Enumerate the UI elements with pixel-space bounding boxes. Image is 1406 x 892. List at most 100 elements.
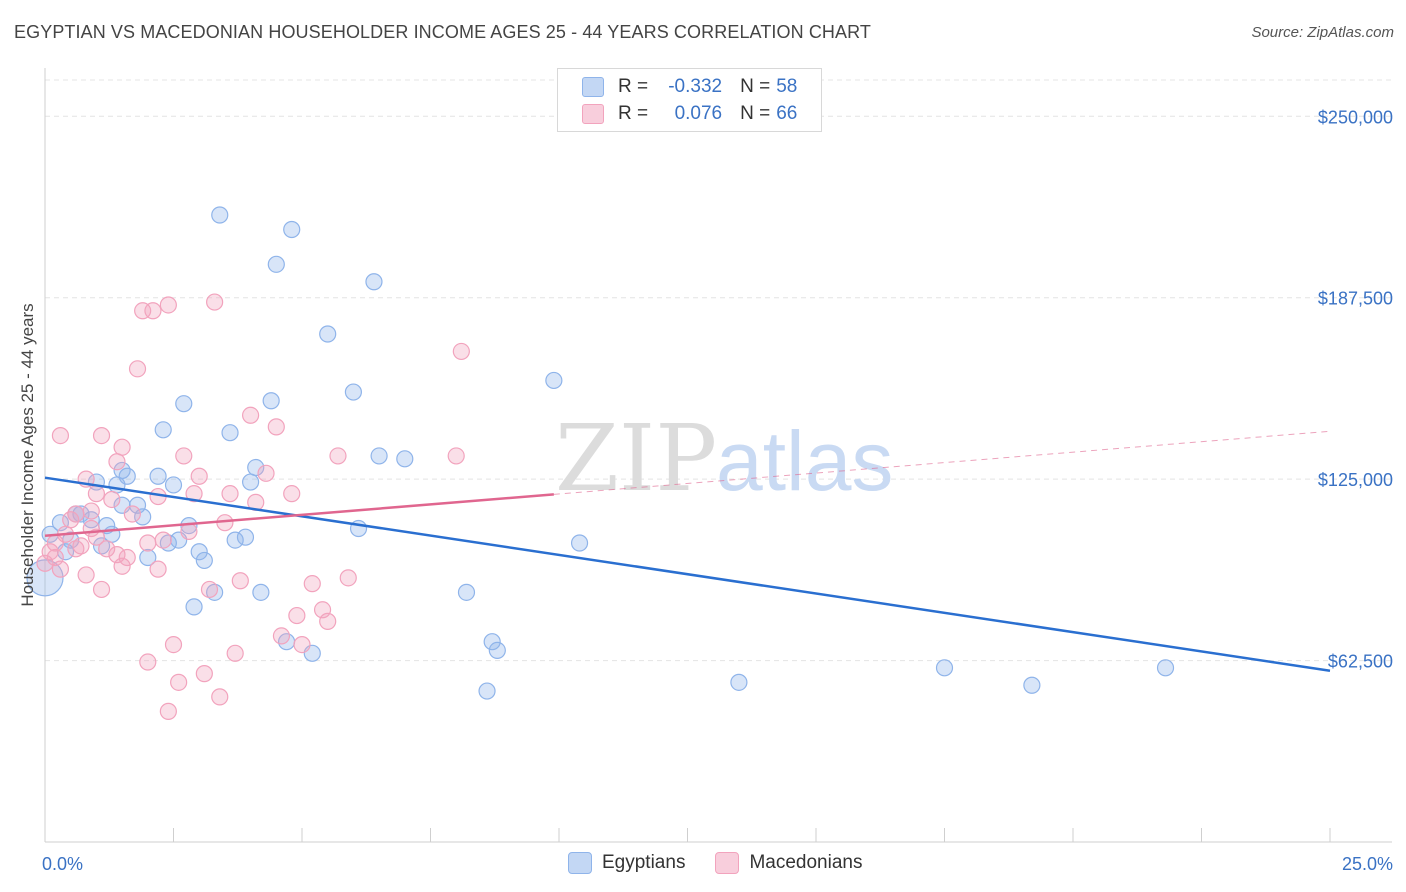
point-macedonians xyxy=(149,560,167,578)
gridlines xyxy=(45,79,1392,662)
point-macedonians xyxy=(92,580,111,599)
legend-row-egyptians: R = -0.332 N = 58 xyxy=(582,74,797,100)
legend-n-label: N = xyxy=(740,76,771,97)
y-tick-label: $125,000 xyxy=(1318,470,1393,490)
point-egyptians xyxy=(118,467,136,485)
point-macedonians xyxy=(164,636,183,654)
x-tick-label: 0.0% xyxy=(42,854,83,874)
axis-labels: $62,500 $125,000 $187,500 $250,000 0.0% 25.0% xyxy=(42,107,1393,874)
point-macedonians xyxy=(339,569,357,587)
point-egyptians xyxy=(154,421,172,439)
legend-swatch-egyptians xyxy=(568,852,592,874)
data-points xyxy=(26,206,1175,720)
point-egyptians xyxy=(149,467,167,485)
trend-lines xyxy=(44,430,1331,672)
point-macedonians xyxy=(103,490,121,509)
point-macedonians xyxy=(113,438,131,456)
point-macedonians xyxy=(159,702,177,720)
point-egyptians xyxy=(226,531,244,549)
point-macedonians xyxy=(452,342,470,361)
legend-r-label: R = xyxy=(618,76,649,97)
point-egyptians xyxy=(570,534,589,552)
point-egyptians xyxy=(236,528,255,546)
y-tick-label: $250,000 xyxy=(1318,107,1393,127)
point-egyptians xyxy=(1023,676,1041,694)
point-macedonians xyxy=(67,540,85,558)
point-egyptians xyxy=(262,392,280,410)
point-macedonians xyxy=(123,505,141,523)
point-egyptians xyxy=(82,511,100,529)
point-egyptians xyxy=(483,633,501,651)
point-egyptians xyxy=(488,641,506,660)
legend-r-value: 0.076 xyxy=(674,103,723,124)
point-macedonians xyxy=(118,548,136,567)
point-macedonians xyxy=(51,427,70,445)
point-egyptians xyxy=(457,583,476,601)
watermark-atlas: atlas xyxy=(716,414,893,508)
trend-line-macedonians xyxy=(44,493,554,537)
trend-line-extension-macedonians xyxy=(553,430,1331,495)
chart-title: EGYPTIAN VS MACEDONIAN HOUSEHOLDER INCOM… xyxy=(14,22,871,42)
legend-swatch-macedonians xyxy=(582,104,604,124)
point-egyptians xyxy=(185,598,203,616)
point-egyptians xyxy=(92,537,111,555)
point-egyptians xyxy=(319,325,337,343)
point-macedonians xyxy=(319,612,337,630)
legend-n-value: 66 xyxy=(776,103,798,124)
legend-r-value: -0.332 xyxy=(668,76,723,97)
point-macedonians xyxy=(113,557,131,575)
legend-r-label: R = xyxy=(618,103,649,124)
point-macedonians xyxy=(293,636,311,654)
point-macedonians xyxy=(221,485,239,503)
legend-n-label: N = xyxy=(740,103,771,124)
legend-row-macedonians: R = 0.076 N = 66 xyxy=(582,101,797,127)
point-egyptians xyxy=(221,424,239,442)
point-egyptians xyxy=(211,206,229,224)
y-axis-title: Householder Income Ages 25 - 44 years xyxy=(18,303,37,606)
point-egyptians xyxy=(478,682,496,700)
watermark-zip: ZIP xyxy=(555,405,717,512)
point-macedonians xyxy=(77,566,95,584)
point-macedonians xyxy=(98,540,116,558)
trend-line-egyptians xyxy=(44,476,1331,672)
point-macedonians xyxy=(211,688,229,706)
point-macedonians xyxy=(447,447,465,465)
point-egyptians xyxy=(344,383,362,401)
point-macedonians xyxy=(195,665,213,683)
point-egyptians xyxy=(159,534,177,552)
point-macedonians xyxy=(231,572,249,590)
point-egyptians xyxy=(1156,659,1175,677)
point-egyptians xyxy=(935,659,954,677)
point-macedonians xyxy=(139,534,157,552)
legend-swatch-egyptians xyxy=(582,77,604,97)
point-macedonians xyxy=(139,653,157,671)
point-macedonians xyxy=(82,502,100,520)
point-macedonians xyxy=(128,360,147,378)
series-legend: Egyptians Macedonians xyxy=(568,852,892,874)
legend-swatch-macedonians xyxy=(715,852,740,874)
x-tick-label: 25.0% xyxy=(1342,854,1393,874)
point-egyptians xyxy=(26,559,64,597)
point-egyptians xyxy=(370,447,388,465)
point-macedonians xyxy=(170,673,188,691)
point-egyptians xyxy=(247,458,265,477)
point-macedonians xyxy=(67,505,85,523)
source-label: Source: ZipAtlas.com xyxy=(1251,24,1394,41)
point-egyptians xyxy=(545,371,563,390)
point-macedonians xyxy=(144,302,162,320)
point-egyptians xyxy=(164,476,183,494)
legend-item-macedonians[interactable]: Macedonians xyxy=(715,852,862,874)
point-egyptians xyxy=(206,583,224,601)
point-egyptians xyxy=(72,505,90,523)
legend-n-value: 58 xyxy=(776,76,798,97)
point-egyptians xyxy=(175,395,193,413)
y-tick-label: $187,500 xyxy=(1318,289,1393,309)
point-egyptians xyxy=(365,273,383,291)
point-egyptians xyxy=(242,473,260,491)
axes xyxy=(44,68,1392,843)
point-macedonians xyxy=(159,296,177,314)
point-macedonians xyxy=(175,447,193,465)
legend-item-egyptians[interactable]: Egyptians xyxy=(568,852,685,874)
point-macedonians xyxy=(180,522,198,540)
legend-label-macedonians: Macedonians xyxy=(749,852,863,873)
